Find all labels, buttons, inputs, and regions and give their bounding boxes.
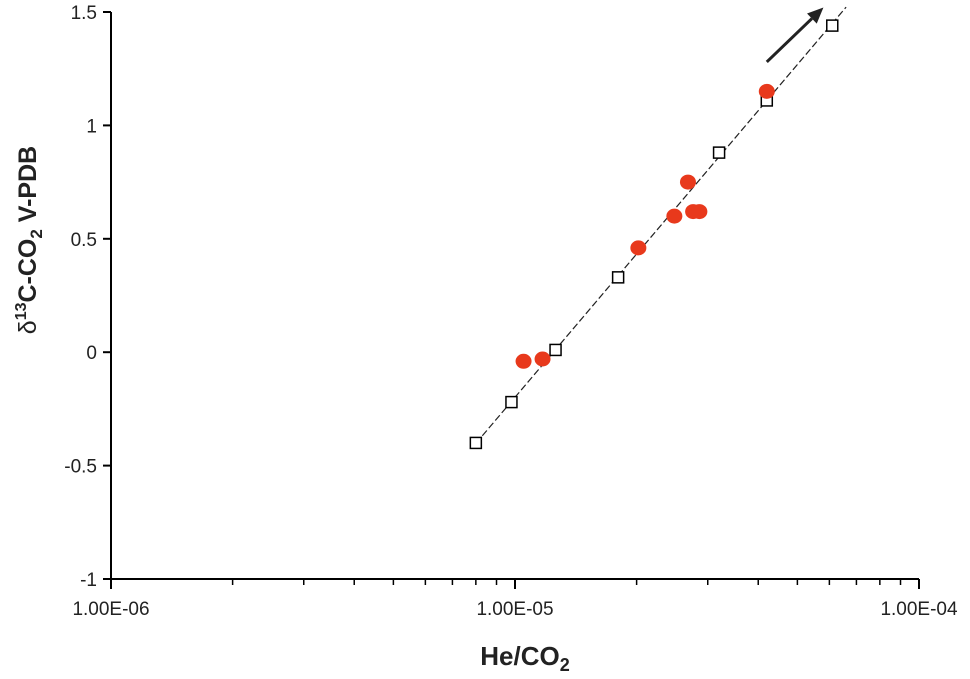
- filled-circle-point: [515, 353, 532, 369]
- x-axis-title: He/CO2: [480, 641, 569, 675]
- arrow-shaft: [765, 17, 813, 63]
- filled-circle-point: [534, 351, 551, 367]
- fit-line-layer: [475, 6, 847, 444]
- annotation-layer: [765, 7, 824, 63]
- y-axis-ticks: -1 -0.5 0 0.5 1 1.5: [64, 3, 111, 591]
- open-square-point: [826, 19, 839, 32]
- y-tick-label: -1: [80, 570, 97, 591]
- open-square-point: [469, 436, 483, 450]
- filled-circle-point: [679, 174, 696, 190]
- filled-circle-point: [630, 240, 647, 256]
- y-tick-label: -0.5: [64, 457, 97, 478]
- x-tick-label: 1.00E-06: [72, 599, 149, 620]
- open-square-point: [505, 395, 518, 409]
- y-tick-label: 0.5: [71, 230, 97, 251]
- y-axis-title: δ13C-CO2 V-PDB: [13, 146, 46, 334]
- fit-line: [475, 6, 847, 444]
- y-axis-title-subscript: 2: [27, 229, 46, 238]
- x-axis-title-subscript: 2: [560, 655, 570, 675]
- y-axis-title-superscript: 13: [13, 302, 30, 320]
- y-axis-title-suffix: V-PDB: [14, 146, 42, 229]
- open-square-point: [611, 271, 625, 284]
- y-axis-title-delta: δ: [14, 320, 42, 334]
- x-tick-label: 1.00E-05: [476, 599, 553, 620]
- filled-circle-point: [691, 204, 708, 220]
- filled-circle-point: [758, 83, 775, 99]
- x-axis-ticks: 1.00E-06 1.00E-05 1.00E-04: [72, 579, 958, 620]
- filled-circle-point: [666, 208, 683, 224]
- chart-axes: [110, 12, 919, 580]
- y-tick-label: 1: [86, 116, 97, 137]
- series-layer: [469, 19, 839, 450]
- arrow-head: [807, 7, 824, 24]
- open-square-point: [712, 146, 726, 159]
- y-tick-label: 1.5: [71, 3, 97, 24]
- x-axis-title-main: He/CO: [480, 641, 559, 671]
- x-tick-label: 1.00E-04: [880, 599, 958, 620]
- y-tick-label: 0: [86, 343, 97, 364]
- y-axis-title-main: C-CO: [14, 239, 42, 303]
- open-square-point: [549, 343, 562, 357]
